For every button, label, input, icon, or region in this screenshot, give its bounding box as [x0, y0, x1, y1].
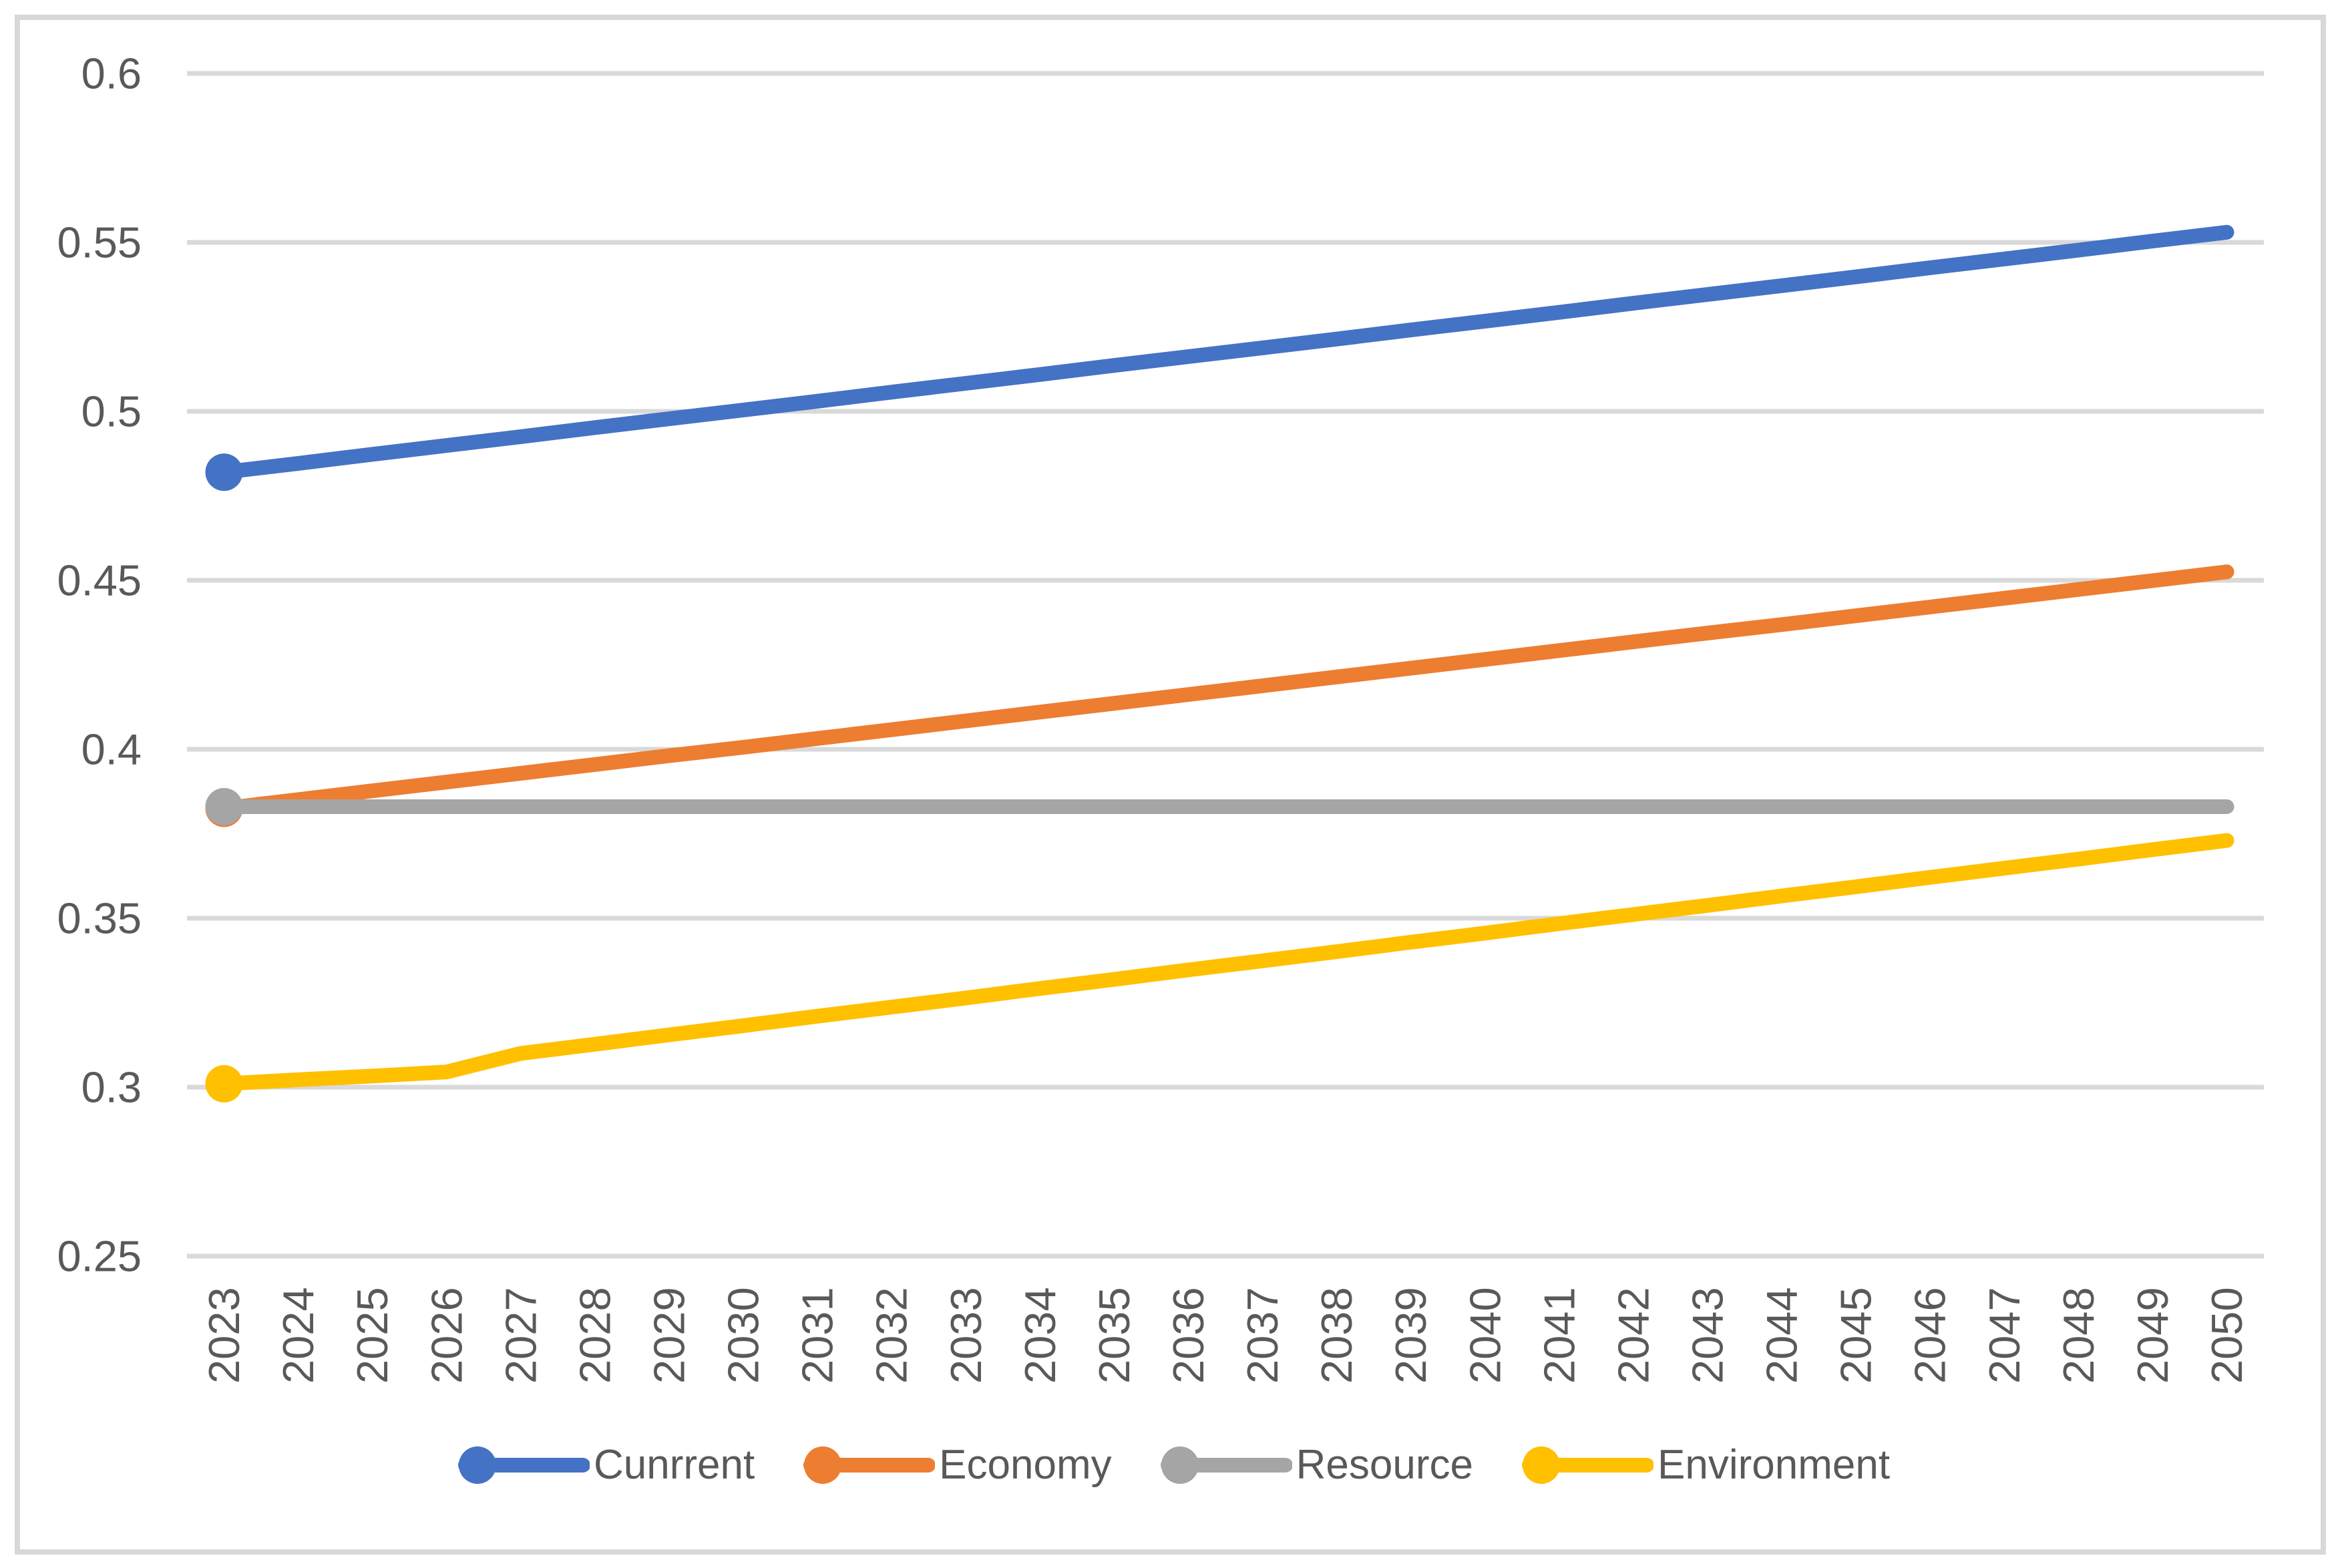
y-tick-label: 0.4: [81, 725, 142, 774]
x-tick-label: 2025: [348, 1287, 397, 1384]
legend-marker-icon-resource: [1160, 1446, 1292, 1484]
x-tick-label: 2047: [1980, 1287, 2029, 1384]
x-tick-label: 2038: [1312, 1287, 1361, 1384]
y-tick-label: 0.45: [57, 556, 142, 605]
x-tick-label: 2043: [1684, 1287, 1732, 1384]
legend-item-resource: Resource: [1159, 1441, 1473, 1489]
legend-marker-icon-environment: [1521, 1446, 1653, 1484]
x-tick-label: 2023: [200, 1287, 248, 1384]
x-tick-label: 2040: [1460, 1287, 1509, 1384]
y-tick-label: 0.3: [81, 1063, 142, 1112]
x-tick-label: 2037: [1238, 1287, 1287, 1384]
x-tick-label: 2034: [1016, 1287, 1064, 1384]
legend-label: Cunrrent: [593, 1442, 755, 1488]
x-tick-label: 2048: [2054, 1287, 2103, 1384]
x-tick-label: 2050: [2202, 1287, 2251, 1384]
legend-marker-icon-economy: [803, 1446, 936, 1484]
x-tick-label: 2046: [1906, 1287, 1955, 1384]
chart-legend: Cunrrent Economy Resource Environment: [0, 1441, 2346, 1489]
x-tick-label: 2045: [1832, 1287, 1881, 1384]
x-tick-label: 2024: [274, 1287, 323, 1384]
x-tick-label: 2042: [1609, 1287, 1657, 1384]
y-tick-label: 0.5: [81, 387, 142, 436]
x-tick-label: 2028: [570, 1287, 619, 1384]
series-line-cunrrent: [216, 224, 2234, 480]
x-tick-label: 2029: [645, 1287, 694, 1384]
series-marker-resource: [205, 788, 243, 825]
x-tick-label: 2030: [719, 1287, 768, 1384]
legend-item-cunrrent: Cunrrent: [456, 1441, 755, 1489]
legend-label: Resource: [1296, 1442, 1473, 1488]
y-tick-label: 0.55: [57, 218, 142, 267]
x-tick-label: 2049: [2128, 1287, 2177, 1384]
x-tick-label: 2036: [1164, 1287, 1213, 1384]
legend-item-environment: Environment: [1520, 1441, 1890, 1489]
x-tick-label: 2027: [496, 1287, 545, 1384]
x-tick-label: 2039: [1386, 1287, 1435, 1384]
x-tick-label: 2035: [1090, 1287, 1139, 1384]
legend-marker-icon-cunrrent: [457, 1446, 590, 1484]
series-line-environment: [216, 833, 2234, 1091]
y-tick-label: 0.25: [57, 1232, 142, 1281]
x-tick-label: 2041: [1535, 1287, 1583, 1384]
y-tick-label: 0.35: [57, 894, 142, 943]
x-tick-label: 2032: [867, 1287, 916, 1384]
x-tick-label: 2033: [942, 1287, 990, 1384]
legend-item-economy: Economy: [801, 1441, 1112, 1489]
x-tick-label: 2026: [422, 1287, 471, 1384]
y-tick-label: 0.6: [81, 49, 142, 98]
x-tick-label: 2031: [793, 1287, 842, 1384]
series-marker-environment: [205, 1064, 243, 1103]
x-tick-label: 2044: [1758, 1287, 1806, 1384]
series-line-economy: [216, 564, 2234, 816]
legend-label: Environment: [1657, 1442, 1891, 1488]
legend-label: Economy: [939, 1442, 1112, 1488]
series-marker-cunrrent: [205, 453, 243, 492]
